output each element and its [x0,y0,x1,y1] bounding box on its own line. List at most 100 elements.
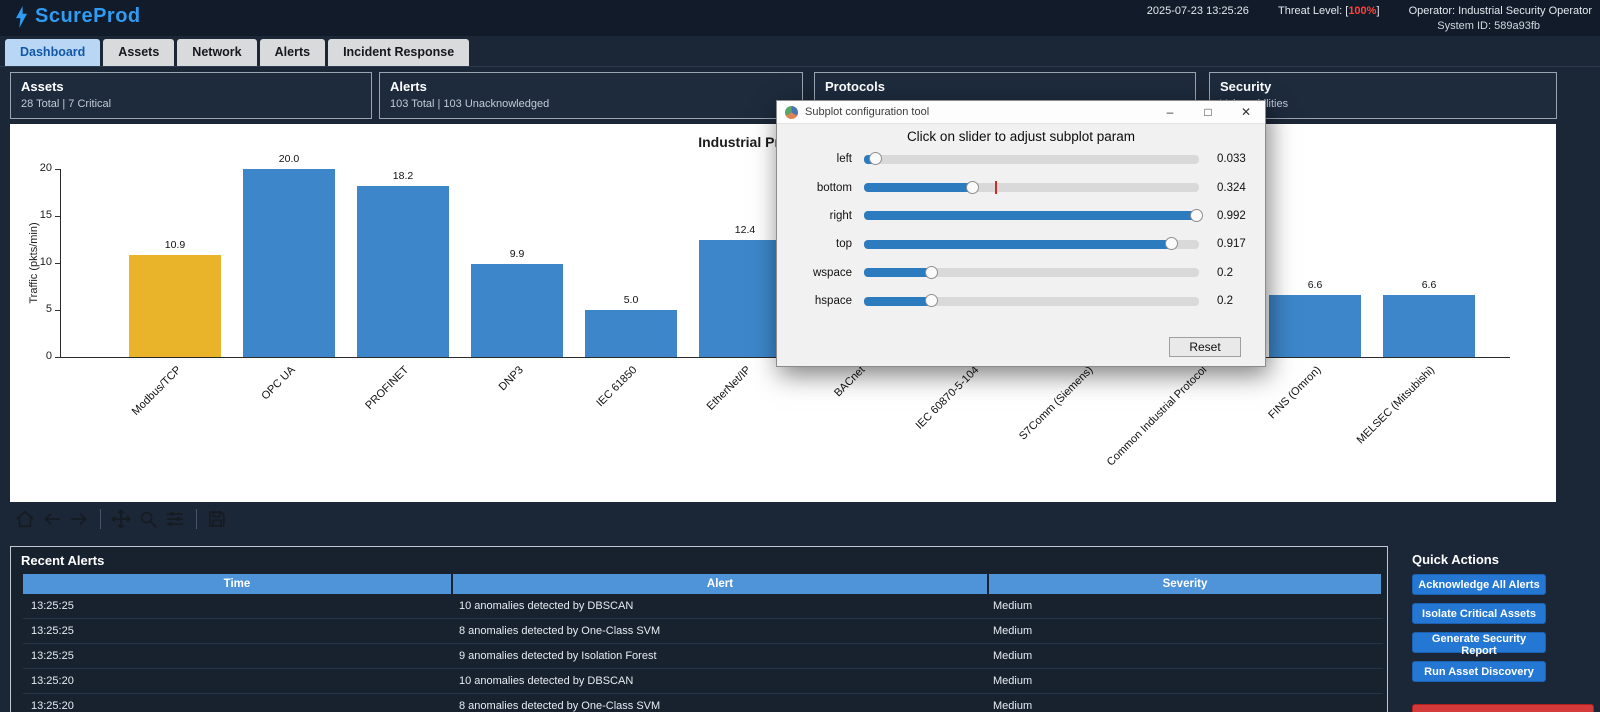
x-tick-label: MELSEC (Mitsubishi) [1355,364,1438,447]
tabbar-divider [0,66,1600,67]
slider-handle[interactable] [1189,208,1203,222]
left-slider[interactable] [864,152,1199,166]
back-icon[interactable] [39,506,65,532]
pan-icon[interactable] [108,506,134,532]
action-generate-security-report[interactable]: Generate Security Report [1412,632,1546,657]
bottom-value: 0.324 [1217,181,1246,194]
slider-label-right: right [829,209,852,222]
wspace-value: 0.2 [1217,266,1233,279]
reset-button[interactable]: Reset [1169,337,1241,357]
threat-level-label: Threat Level: [ [1277,5,1349,17]
alert-severity: Medium [993,625,1033,637]
card-subtitle: 103 Total | 103 Unacknowledged [390,98,550,110]
tab-incident-response[interactable]: Incident Response [328,39,470,66]
slider-handle[interactable] [966,180,980,194]
column-header-time[interactable]: Time [23,574,451,594]
bar-value-label: 18.2 [392,169,414,182]
datetime-text: 2025-07-23 13:25:26 [1146,5,1249,17]
slider-handle[interactable] [924,265,938,279]
slider-row-right: right 0.992 [777,202,1265,230]
alert-row[interactable]: 13:25:20 10 anomalies detected by DBSCAN M… [23,669,1383,694]
summary-card-assets: Assets 28 Total | 7 Critical [10,72,372,119]
alert-row[interactable]: 13:25:20 8 anomalies detected by One-Clas… [23,694,1383,712]
tab-dashboard[interactable]: Dashboard [5,39,101,66]
alert-row[interactable]: 13:25:25 9 anomalies detected by Isolatio… [23,644,1383,669]
toolbar-separator [196,509,197,529]
slider-label-hspace: hspace [814,295,852,308]
bar-value-label: 5.0 [623,294,639,306]
card-title: Assets [21,79,64,94]
dialog-titlebar[interactable]: Subplot configuration tool – □ ✕ [777,101,1265,124]
home-icon[interactable] [12,506,38,532]
bar-melsec-mitsubishi [1383,294,1475,357]
action-isolate-critical-assets[interactable]: Isolate Critical Assets [1412,603,1546,624]
right-value: 0.992 [1217,209,1246,222]
topbar-status: 2025-07-23 13:25:26 Threat Level: [100%]… [1147,4,1592,34]
x-tick-label: BACnet [832,364,868,400]
alert-message: 9 anomalies detected by Isolation Forest [459,650,657,662]
maximize-icon[interactable]: □ [1204,104,1212,119]
bottom-slider[interactable] [864,180,1199,195]
tab-network[interactable]: Network [177,39,257,66]
x-tick-label: IEC 61850 [594,364,640,410]
card-title: Security [1220,79,1272,94]
action-acknowledge-all-alerts[interactable]: Acknowledge All Alerts [1412,574,1546,595]
x-tick-label: PROFINET [363,364,412,412]
quick-actions-title: Quick Actions [1412,552,1499,567]
wspace-slider[interactable] [864,265,1199,279]
toolbar-separator [100,509,101,529]
tab-alerts[interactable]: Alerts [259,39,326,66]
bar-opc-ua [243,169,335,357]
top-bar: ScureProd 2025-07-23 13:25:26 Threat Lev… [0,0,1600,36]
subplots-icon[interactable] [162,506,188,532]
slider-row-top: top 0.917 [777,230,1265,258]
slider-row-wspace: wspace 0.2 [777,259,1265,287]
y-tick-mark [55,169,60,170]
bar-dnp3 [471,263,563,357]
danger-action-button[interactable] [1412,704,1594,712]
slider-handle[interactable] [1164,237,1178,251]
bar-profinet [357,185,449,357]
card-title: Protocols [825,79,885,94]
alerts-table: Time Alert Severity 13:25:25 10 anomalies de… [23,574,1383,712]
zoom-icon[interactable] [135,506,161,532]
save-icon[interactable] [204,506,230,532]
x-tick-label: IEC 60870-5-104 [913,364,982,432]
hspace-value: 0.2 [1217,295,1233,308]
column-header-severity[interactable]: Severity [989,574,1381,594]
brand: ScureProd [14,5,141,28]
bar-value-label: 6.6 [1421,278,1437,291]
hspace-slider[interactable] [864,294,1199,308]
x-tick-label: EtherNet/IP [704,364,754,413]
x-tick-label: DNP3 [496,364,526,394]
slider-row-bottom: bottom 0.324 [777,173,1265,201]
y-tick-mark [55,310,60,311]
alert-row[interactable]: 13:25:25 10 anomalies detected by DBSCAN M… [23,594,1383,619]
y-axis-line [60,169,61,357]
alert-severity: Medium [993,650,1033,662]
alert-time: 13:25:20 [31,700,74,712]
right-slider[interactable] [864,208,1203,222]
slider-fill [864,296,931,306]
close-icon[interactable]: ✕ [1240,104,1252,119]
bar-value-label: 10.9 [164,238,186,251]
alert-time: 13:25:25 [31,625,74,637]
bar-fins-omron [1269,294,1361,357]
minimize-icon[interactable]: – [1166,104,1174,119]
tab-assets[interactable]: Assets [103,39,175,66]
recent-alerts-title: Recent Alerts [21,553,105,568]
bar-value-label: 9.9 [509,247,525,260]
alert-message: 8 anomalies detected by One-Class SVM [459,625,661,637]
x-tick-label: FINS (Omron) [1266,364,1324,422]
slider-handle[interactable] [924,294,938,308]
forward-icon[interactable] [66,506,92,532]
column-header-alert[interactable]: Alert [453,574,987,594]
action-run-asset-discovery[interactable]: Run Asset Discovery [1412,661,1546,682]
alert-row[interactable]: 13:25:25 8 anomalies detected by One-Clas… [23,619,1383,644]
top-slider[interactable] [864,237,1199,251]
card-subtitle: Vulnerabilities [1220,98,1546,110]
slider-handle[interactable] [868,152,882,166]
bar-value-label: 12.4 [734,224,756,237]
alert-time: 13:25:25 [31,600,74,612]
logo-bolt-icon [16,5,27,28]
